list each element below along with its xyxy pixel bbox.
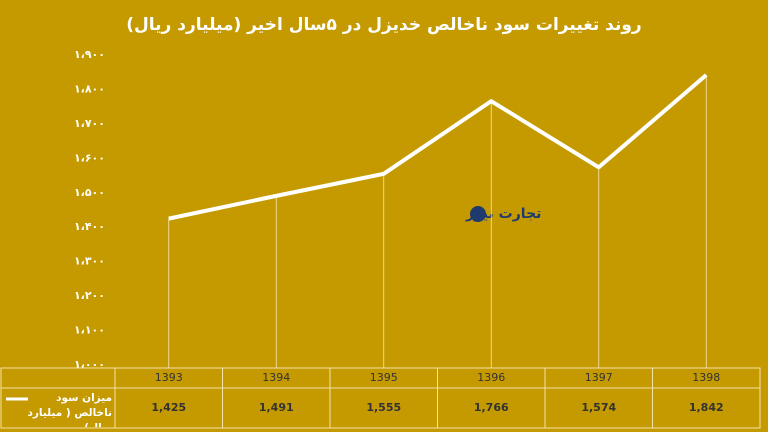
x-tick-label: 1395 xyxy=(370,371,398,384)
y-tick-label: ۱،۲۰۰ xyxy=(74,289,105,302)
watermark-text: تجارت نیوز xyxy=(465,206,541,222)
y-tick-label: ۱،۴۰۰ xyxy=(74,220,105,233)
chart-title: روند تغییرات سود ناخالص خدیزل در ۵سال اخ… xyxy=(126,15,641,35)
line-series xyxy=(168,73,708,221)
table-value: 1,491 xyxy=(259,401,294,414)
y-tick-label: ۱،۶۰۰ xyxy=(74,151,105,164)
x-tick-label: 1393 xyxy=(155,371,183,384)
x-tick-label: 1396 xyxy=(477,371,505,384)
logo-icon xyxy=(470,206,486,222)
table-value: 1,766 xyxy=(474,401,509,414)
table-value: 1,555 xyxy=(366,401,401,414)
y-tick-label: ۱،۹۰۰ xyxy=(74,48,105,61)
legend-label: میزان سود ناخالص ( میلیارد ریال) xyxy=(27,392,112,427)
table-value: 1,842 xyxy=(689,401,724,414)
y-tick-label: ۱،۸۰۰ xyxy=(74,82,105,95)
x-tick-label: 1394 xyxy=(262,371,290,384)
x-tick-label: 1397 xyxy=(585,371,613,384)
y-tick-label: ۱،۷۰۰ xyxy=(74,117,105,130)
y-tick-label: ۱،۰۰۰ xyxy=(74,358,105,371)
watermark: تجارت نیوز xyxy=(465,206,541,222)
x-tick-label: 1398 xyxy=(692,371,720,384)
legend-entry: میزان سود ناخالص ( میلیارد ریال) xyxy=(27,392,112,427)
y-tick-label: ۱،۳۰۰ xyxy=(74,255,105,268)
y-tick-label: ۱،۵۰۰ xyxy=(74,186,105,199)
y-tick-label: ۱،۱۰۰ xyxy=(74,324,105,337)
table-value: 1,425 xyxy=(151,401,186,414)
table-value: 1,574 xyxy=(581,401,616,414)
